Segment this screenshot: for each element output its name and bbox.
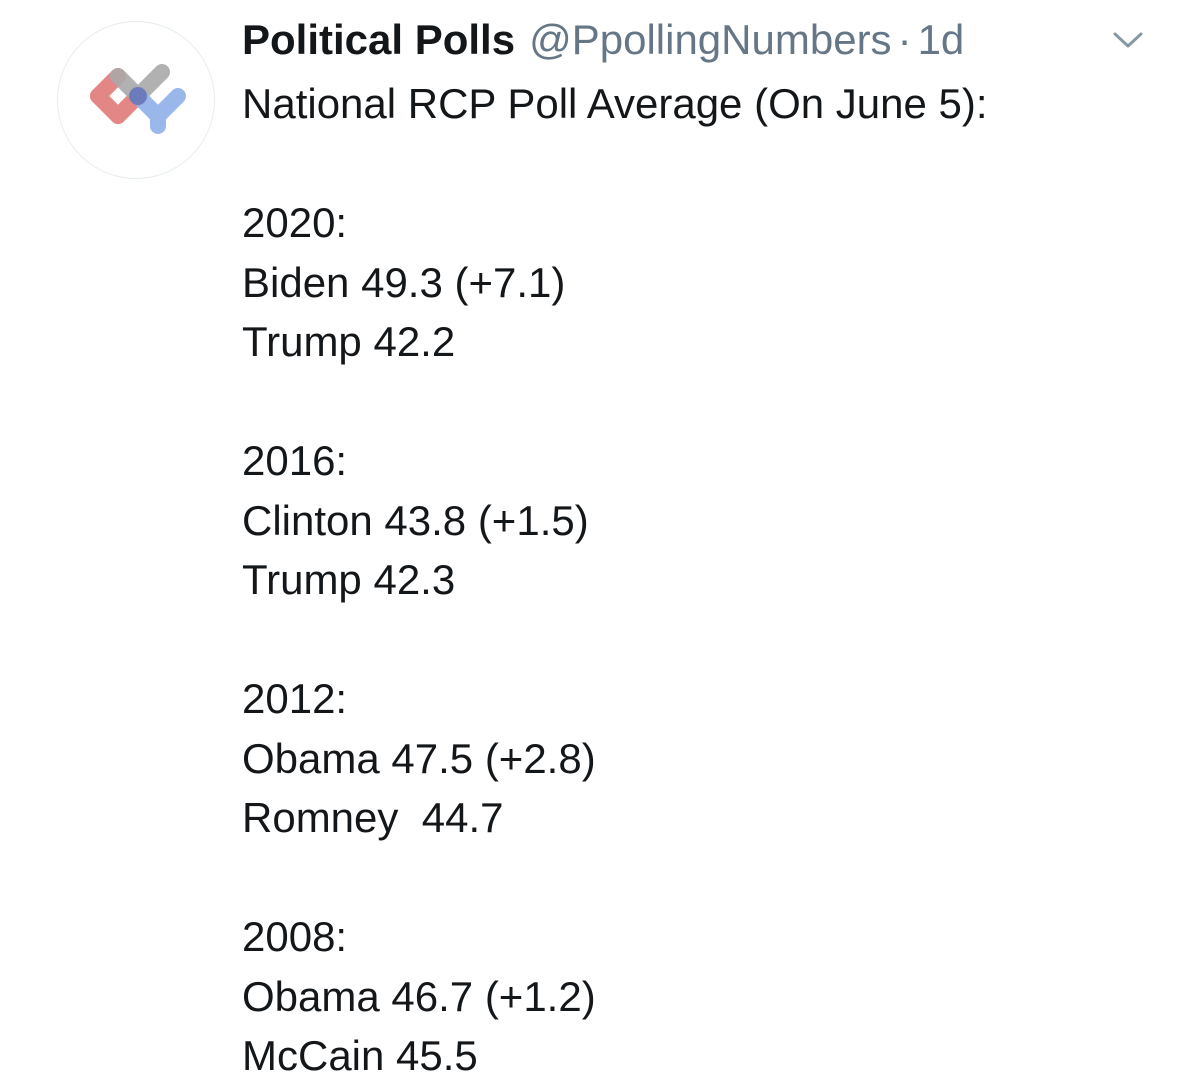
section-year-label: 2020: — [242, 199, 348, 246]
political-polls-logo-icon — [90, 64, 186, 134]
tweet-header: Political Polls @PpollingNumbers · 1d — [242, 14, 964, 66]
poll-result-line: Biden 49.3 (+7.1) — [242, 258, 566, 306]
section-year-label: 2016: — [242, 437, 348, 484]
section-year-label: 2008: — [242, 913, 348, 960]
tweet-menu-button[interactable] — [1110, 26, 1146, 52]
avatar[interactable] — [58, 22, 214, 178]
poll-result-line: Romney 44.7 — [242, 794, 504, 841]
user-handle[interactable]: @PpollingNumbers — [529, 16, 892, 63]
blank-line — [242, 372, 1162, 432]
poll-result-line: McCain 45.5 — [242, 1032, 478, 1079]
blank-line — [242, 610, 1162, 670]
poll-result-line: Obama 46.7 (+1.2) — [242, 972, 596, 1020]
poll-result-line: Trump 42.3 — [242, 556, 456, 603]
timestamp[interactable]: 1d — [917, 16, 965, 63]
poll-result-line: Trump 42.2 — [242, 318, 456, 365]
tweet-headline: National RCP Poll Average (On June 5): — [242, 80, 988, 127]
chevron-down-icon — [1113, 32, 1143, 48]
section-year-label: 2012: — [242, 675, 348, 722]
poll-result-line: Obama 47.5 (+2.8) — [242, 734, 596, 782]
display-name[interactable]: Political Polls — [242, 16, 516, 63]
separator-dot: · — [897, 16, 912, 63]
poll-result-line: Clinton 43.8 (+1.5) — [242, 496, 589, 544]
tweet-text: National RCP Poll Average (On June 5): 2… — [242, 74, 1162, 1086]
blank-line — [242, 848, 1162, 908]
blank-line — [242, 134, 1162, 194]
